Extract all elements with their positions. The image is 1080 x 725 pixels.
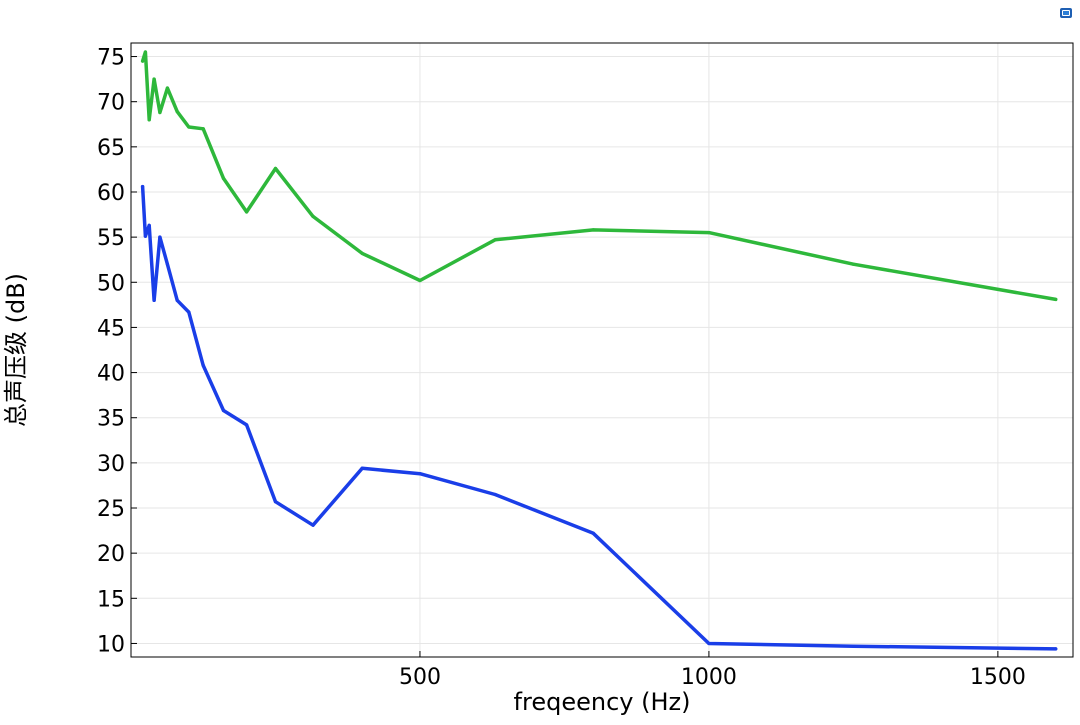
x-tick-label: 500 — [399, 665, 441, 690]
plot-frame — [130, 42, 1074, 658]
data-point — [165, 86, 170, 90]
data-point — [418, 472, 422, 476]
data-point — [591, 531, 595, 535]
data-point — [147, 223, 151, 227]
y-tick-label: 75 — [97, 46, 125, 71]
data-point — [244, 210, 249, 214]
data-point — [707, 231, 711, 235]
data-point — [187, 310, 191, 314]
data-point — [201, 363, 205, 367]
series-2 — [140, 184, 1058, 651]
data-point — [165, 262, 170, 266]
data-point — [175, 298, 179, 302]
y-tick-label: 65 — [97, 136, 125, 161]
data-point — [158, 110, 162, 115]
data-point — [175, 110, 179, 114]
data-point — [140, 59, 145, 63]
series-line — [140, 184, 1058, 651]
series-group — [140, 50, 1058, 651]
series-line — [140, 50, 1058, 302]
data-point — [418, 278, 422, 283]
y-tick-label: 30 — [97, 452, 125, 477]
series-1 — [140, 50, 1058, 302]
data-point — [311, 523, 315, 527]
y-tick-label: 45 — [97, 316, 125, 341]
data-point — [493, 492, 497, 497]
data-point — [1054, 297, 1058, 302]
data-point — [360, 251, 364, 255]
data-point — [147, 118, 151, 122]
data-point — [591, 228, 595, 232]
data-point — [143, 234, 148, 238]
data-point — [244, 423, 249, 427]
y-tick-label: 15 — [97, 587, 125, 612]
data-point — [851, 644, 855, 648]
data-point — [493, 238, 497, 242]
axis-ticks: 10 15 20 25 30 35 40 45 50 55 60 65 70 75 500 1000 1500 — [97, 46, 1026, 690]
y-tick-label: 35 — [97, 407, 125, 432]
data-point — [152, 298, 156, 302]
data-point — [707, 641, 711, 646]
data-point — [360, 466, 364, 470]
data-point — [140, 184, 145, 189]
y-tick-label: 50 — [97, 271, 125, 296]
y-tick-label: 40 — [97, 362, 125, 387]
data-point — [152, 77, 156, 81]
data-point — [1054, 647, 1058, 651]
y-axis-title: 总声压级 (dB) — [2, 273, 30, 427]
data-point — [273, 166, 278, 171]
data-point — [158, 235, 162, 239]
y-tick-label: 70 — [97, 91, 125, 116]
grid — [131, 43, 1073, 657]
x-axis-title: freqeency (Hz) — [514, 688, 691, 716]
data-point — [851, 262, 855, 266]
data-point — [143, 50, 148, 54]
data-point — [187, 125, 191, 129]
y-tick-label: 25 — [97, 497, 125, 522]
x-tick-label: 1500 — [970, 665, 1026, 690]
data-point — [221, 408, 226, 413]
y-tick-label: 10 — [97, 632, 125, 657]
data-point — [201, 127, 205, 131]
y-tick-label: 55 — [97, 226, 125, 251]
window-icon[interactable] — [1060, 8, 1072, 18]
y-tick-label: 60 — [97, 181, 125, 206]
data-point — [221, 176, 226, 181]
data-point — [273, 500, 278, 504]
x-tick-label: 1000 — [681, 665, 737, 690]
data-point — [311, 214, 315, 218]
y-tick-label: 20 — [97, 542, 125, 567]
